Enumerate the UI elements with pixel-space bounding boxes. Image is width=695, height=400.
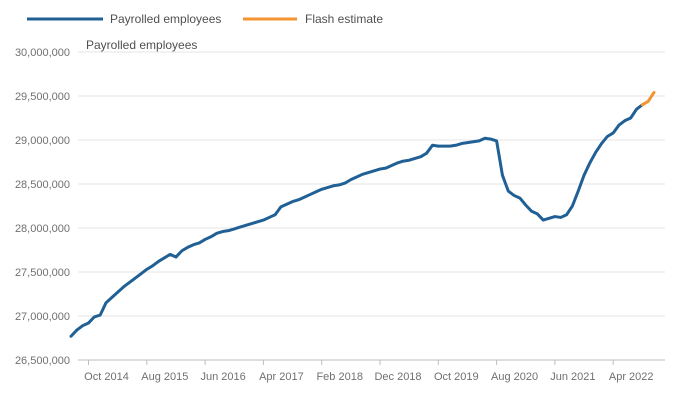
- y-axis-title: Payrolled employees: [86, 38, 197, 52]
- y-tick-label: 29,000,000: [15, 135, 70, 147]
- x-tick-label: Dec 2018: [374, 371, 421, 383]
- x-tick-label: Feb 2018: [316, 371, 362, 383]
- series-layer: [69, 90, 656, 338]
- y-tick-label: 29,500,000: [15, 91, 70, 103]
- y-tick-label: 30,000,000: [15, 47, 70, 59]
- x-tick-label: Oct 2014: [84, 371, 129, 383]
- x-tick-label: Apr 2022: [609, 371, 654, 383]
- y-tick-label: 26,500,000: [15, 355, 70, 367]
- legend-label-payrolled-employees: Payrolled employees: [110, 12, 221, 26]
- x-tick-label: Apr 2017: [259, 371, 304, 383]
- y-tick-label: 27,500,000: [15, 267, 70, 279]
- legend: Payrolled employees Flash estimate: [27, 12, 383, 26]
- y-tick-label: 27,000,000: [15, 311, 70, 323]
- x-tick-label: Oct 2019: [434, 371, 479, 383]
- x-tick-label: Jun 2016: [200, 371, 245, 383]
- gridlines: [78, 51, 665, 361]
- series-line-payrolled-employees: [69, 103, 644, 338]
- x-tick-label: Jun 2021: [550, 371, 595, 383]
- legend-label-flash-estimate: Flash estimate: [305, 12, 383, 26]
- y-tick-label: 28,500,000: [15, 179, 70, 191]
- y-tick-label: 28,000,000: [15, 223, 70, 235]
- series-line-flash-estimate: [640, 90, 656, 107]
- x-tick-label: Aug 2020: [491, 371, 538, 383]
- x-tick-label: Aug 2015: [141, 371, 188, 383]
- x-axis: Oct 2014 Aug 2015 Jun 2016 Apr 2017 Feb 2018…: [78, 359, 665, 383]
- y-axis: 26,500,000 27,000,000 27,500,000 28,000,000…: [15, 47, 70, 367]
